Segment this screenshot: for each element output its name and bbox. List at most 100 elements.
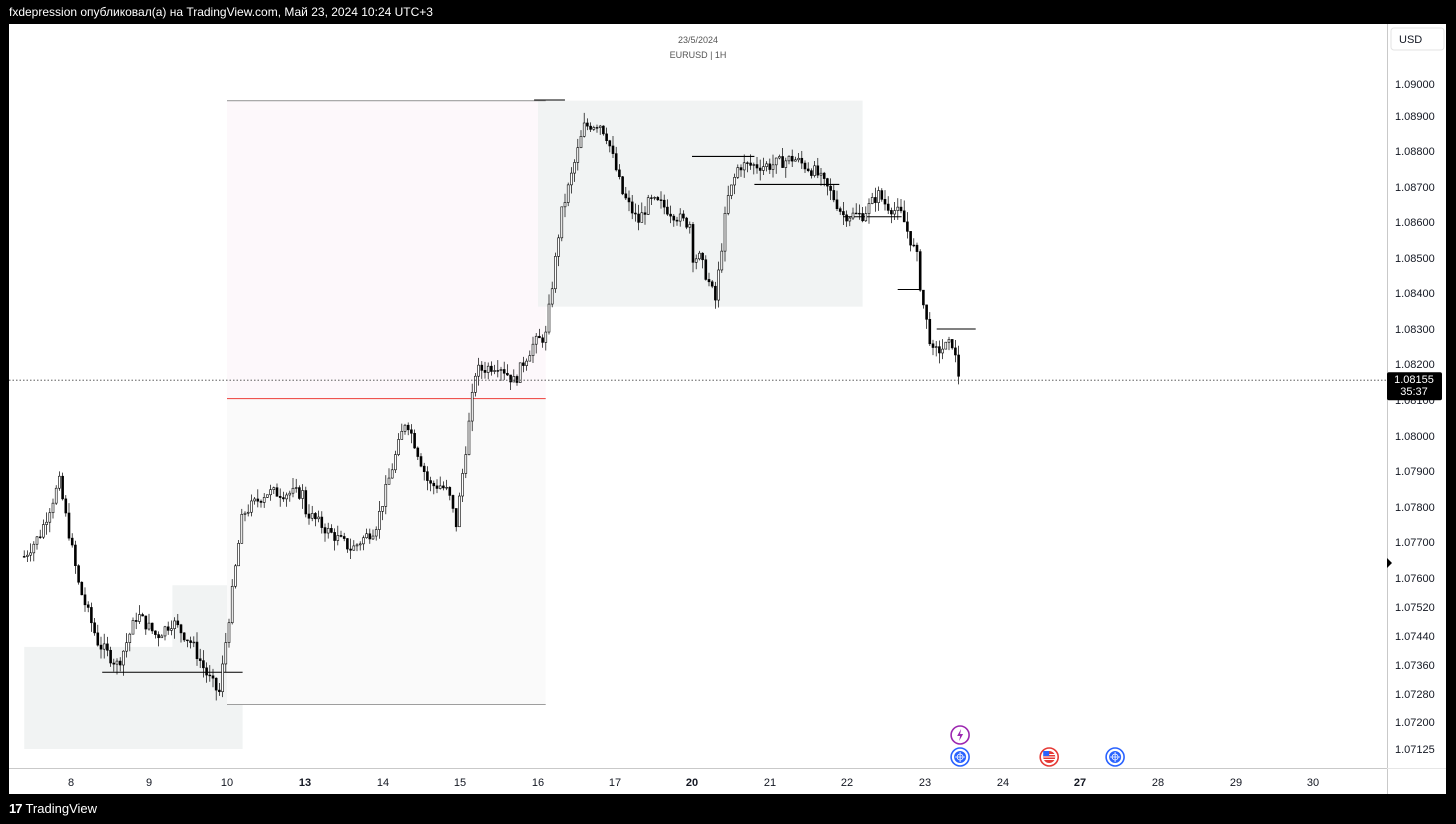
candle <box>586 118 589 131</box>
candle <box>861 207 864 223</box>
candle <box>419 453 423 468</box>
candle <box>240 508 244 544</box>
candle <box>266 494 269 499</box>
candle <box>675 216 679 226</box>
candle <box>166 621 170 635</box>
candle <box>563 193 567 218</box>
candle <box>717 261 720 308</box>
candle <box>35 536 39 550</box>
zones-layer <box>24 100 863 749</box>
candle <box>723 206 727 262</box>
candle <box>45 512 48 535</box>
candle <box>954 339 957 363</box>
candle <box>886 196 890 215</box>
candle <box>925 304 928 329</box>
candle <box>771 154 775 178</box>
candle <box>336 525 340 546</box>
candle <box>774 157 778 174</box>
candle <box>464 446 468 479</box>
candle <box>349 538 352 560</box>
candle <box>173 617 176 639</box>
candle <box>691 221 695 273</box>
candle <box>566 182 570 207</box>
candle <box>253 497 256 505</box>
candle <box>122 650 125 676</box>
candle <box>851 207 855 221</box>
candle <box>163 625 167 641</box>
globe-icon[interactable] <box>1105 747 1125 767</box>
tradingview-logo[interactable]: 17 TradingView <box>9 794 97 824</box>
candle <box>883 190 887 211</box>
x-tick-label: 8 <box>68 777 74 789</box>
candle <box>208 665 212 682</box>
candle <box>333 528 336 551</box>
candle <box>624 186 628 200</box>
chart-title: 23/5/2024 <box>678 35 718 45</box>
us-flag-icon[interactable] <box>1039 747 1059 767</box>
candle <box>957 345 960 385</box>
lightning-icon[interactable] <box>950 725 970 745</box>
chart-panel[interactable]: 23/5/2024 EURUSD | 1H USD 1.09000 1.08900… <box>9 24 1446 794</box>
candle <box>256 489 260 508</box>
zone-rect[interactable] <box>227 398 546 705</box>
candle <box>688 221 692 234</box>
currency-label[interactable]: USD <box>1399 34 1422 46</box>
candle <box>637 204 640 231</box>
zone-rect[interactable] <box>172 585 227 705</box>
candle <box>211 668 215 688</box>
candle <box>768 158 772 174</box>
candle <box>426 466 429 491</box>
x-tick-label: 15 <box>454 777 466 789</box>
candle <box>320 511 324 534</box>
candle <box>282 491 285 502</box>
time-axis[interactable]: 8 9 10 13 14 15 16 17 20 21 22 23 24 27 28 29 30 <box>68 777 1319 789</box>
price-axis[interactable]: 1.09000 1.08900 1.08800 1.08700 1.08600 1.085… <box>1395 79 1435 756</box>
currency-box[interactable] <box>1390 27 1445 51</box>
candle <box>99 636 103 659</box>
candle <box>656 195 660 202</box>
candle <box>96 624 100 647</box>
candle <box>803 160 807 173</box>
candle <box>854 203 858 215</box>
candle <box>896 198 900 220</box>
candle <box>109 646 112 667</box>
candle <box>195 632 199 666</box>
candle <box>560 206 564 242</box>
chart-svg[interactable]: 23/5/2024 EURUSD | 1H USD 1.09000 1.08900… <box>9 24 1446 794</box>
candle <box>880 188 884 202</box>
y-tick-label: 1.07280 <box>1395 689 1435 701</box>
candle <box>128 632 132 652</box>
candle <box>131 617 135 635</box>
candle <box>58 471 61 491</box>
candle <box>368 528 372 544</box>
candle <box>554 252 557 293</box>
candle <box>400 423 404 440</box>
candle <box>26 550 29 562</box>
zone-rect[interactable] <box>538 100 863 307</box>
candle <box>915 242 919 262</box>
candle <box>550 281 554 308</box>
zone-rect[interactable] <box>227 100 546 399</box>
candle <box>22 550 26 558</box>
candle <box>80 581 84 596</box>
y-tick-label: 1.07800 <box>1395 502 1435 514</box>
candle <box>579 130 583 149</box>
candle <box>371 529 375 541</box>
globe-icon[interactable] <box>950 747 970 767</box>
candle <box>294 478 298 493</box>
publish-info-bar: fxdepression опубликовал(а) на TradingVi… <box>0 0 1456 24</box>
scroll-arrow-icon[interactable] <box>1387 558 1392 568</box>
events-layer[interactable] <box>950 725 1125 767</box>
candle <box>589 122 592 132</box>
tradingview-logo-icon: 17 <box>9 801 23 816</box>
candle <box>141 612 144 617</box>
candle <box>416 446 420 461</box>
x-tick-label: 9 <box>146 777 152 789</box>
candle <box>448 486 452 501</box>
y-tick-label: 1.08800 <box>1395 146 1435 158</box>
candle <box>934 341 938 357</box>
candle <box>528 350 532 362</box>
candle <box>621 175 624 196</box>
candle <box>454 508 458 532</box>
candle <box>509 374 512 391</box>
